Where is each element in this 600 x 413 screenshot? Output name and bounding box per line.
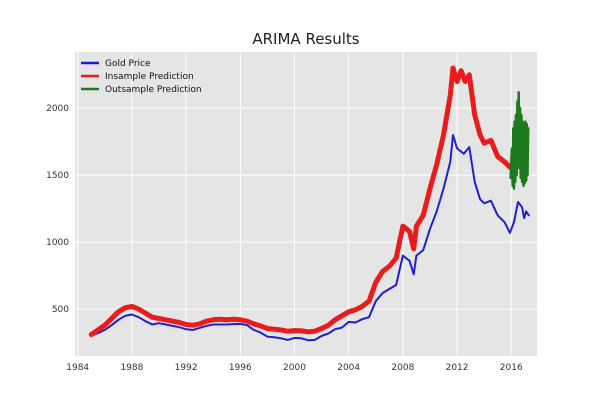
x-tick-label: 1996 (229, 363, 252, 373)
grid (75, 52, 537, 356)
x-tick-label: 2012 (446, 363, 469, 373)
x-axis: 1984 1988 1992 1996 2000 2004 2008 2012 2016 (66, 363, 523, 373)
legend-label: Insample Prediction (105, 72, 194, 82)
y-tick-label: 2000 (46, 104, 69, 114)
legend-label: Gold Price (105, 59, 151, 69)
series-line-gold-price (90, 134, 530, 342)
y-tick-label: 1000 (46, 238, 69, 248)
y-tick-label: 1500 (46, 171, 69, 181)
y-tick-label: 500 (52, 305, 69, 315)
legend-label: Outsample Prediction (105, 85, 202, 95)
series-line-outsample-prediction (509, 90, 530, 190)
legend: Gold Price Insample Prediction Outsample P… (81, 59, 202, 95)
x-tick-label: 2000 (283, 363, 306, 373)
y-axis: 500 1000 1500 2000 (46, 104, 69, 315)
plot-background (75, 52, 537, 356)
x-tick-label: 2008 (391, 363, 414, 373)
chart-title: ARIMA Results (252, 30, 359, 48)
x-tick-label: 1988 (120, 363, 143, 373)
series-layer (88, 65, 530, 342)
x-tick-label: 1992 (175, 363, 198, 373)
x-tick-label: 2004 (337, 363, 360, 373)
x-tick-label: 2016 (500, 363, 523, 373)
series-line-insample-prediction (88, 65, 513, 338)
x-tick-label: 1984 (66, 363, 89, 373)
